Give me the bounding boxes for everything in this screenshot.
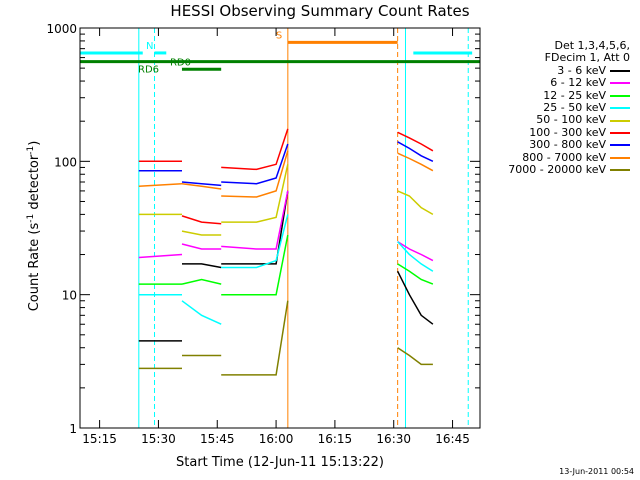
legend-entry-label: 6 - 12 keV	[550, 76, 606, 90]
x-tick-label-5: 16:30	[376, 432, 411, 446]
legend-entry: 100 - 300 keV	[508, 125, 630, 139]
legend-swatch	[610, 82, 630, 85]
series-4-segment-1	[181, 230, 222, 236]
y-axis-title-main: Count Rate (s	[27, 222, 43, 312]
legend-entry: 300 - 800 keV	[508, 138, 630, 152]
legend-entry-label: 50 - 100 keV	[536, 113, 606, 127]
chart-title: HESSI Observing Summary Count Rates	[170, 2, 470, 20]
series-6-segment-2	[221, 143, 289, 185]
legend-entry-label: 7000 - 20000 keV	[508, 163, 606, 177]
series-4-segment-3	[397, 190, 434, 216]
legend-entry-label: 800 - 7000 keV	[522, 150, 606, 164]
state-marker-label-5: RD0	[170, 57, 191, 68]
series-6-segment-3	[397, 141, 434, 162]
series-1-segment-2	[221, 190, 289, 250]
y-axis-title-mid: detector	[27, 154, 43, 214]
legend-entries: 3 - 6 keV 6 - 12 keV 12 - 25 keV 25 - 50 ke…	[508, 63, 630, 177]
footer-date: 13-Jun-2011 00:54	[559, 467, 634, 476]
series-3-segment-3	[397, 241, 434, 272]
y-tick-label-2: 100	[54, 155, 77, 169]
series-5-segment-1	[181, 215, 222, 225]
legend-entry: 7000 - 20000 keV	[508, 163, 630, 177]
series-0-segment-1	[182, 263, 222, 269]
series-4-segment-2	[221, 164, 289, 223]
x-tick-label-0: 15:15	[82, 432, 117, 446]
series-1-segment-3	[397, 240, 434, 262]
legend-entry: 800 - 7000 keV	[508, 150, 630, 164]
legend-swatch	[610, 169, 630, 172]
series-5-segment-2	[221, 128, 289, 171]
legend-header-line-1: Det 1,3,4,5,6,	[554, 39, 630, 52]
chart-legend: Det 1,3,4,5,6, FDecim 1, Att 0 3 - 6 keV…	[508, 39, 630, 177]
series-8-segment-3	[397, 347, 433, 366]
series-2-segment-2	[221, 234, 289, 296]
y-axis-title-sup2: -1	[25, 145, 36, 155]
legend-entry: 6 - 12 keV	[508, 76, 630, 90]
legend-swatch	[610, 156, 630, 159]
series-3-segment-2	[221, 214, 289, 269]
legend-entry-label: 12 - 25 keV	[543, 88, 606, 102]
legend-entry-label: 25 - 50 keV	[543, 101, 606, 115]
series-7-segment-1	[181, 182, 222, 190]
series-2-segment-3	[397, 263, 434, 285]
legend-entry: 3 - 6 keV	[508, 63, 630, 77]
y-axis-title-sup: -1	[25, 213, 36, 223]
series-7-segment-0	[138, 182, 183, 188]
state-marker-label-0: N	[146, 41, 153, 52]
y-tick-label-3: 1000	[46, 22, 77, 36]
legend-swatch	[610, 70, 630, 73]
x-tick-label-2: 15:45	[200, 432, 235, 446]
x-axis-title: Start Time (12-Jun-11 15:13:22)	[176, 455, 384, 470]
state-marker-label-4: RD6	[138, 65, 159, 76]
legend-entry: 25 - 50 keV	[508, 101, 630, 115]
state-marker-label-3: S	[276, 30, 282, 41]
y-tick-label-1: 10	[62, 289, 77, 303]
series-7-segment-2	[221, 150, 289, 198]
y-tick-label-0: 1	[69, 422, 77, 436]
x-tick-label-4: 16:15	[318, 432, 353, 446]
legend-swatch	[610, 94, 630, 97]
legend-entry: 50 - 100 keV	[508, 114, 630, 126]
series-0-segment-3	[396, 270, 434, 325]
plot-frame	[79, 27, 481, 429]
legend-header-line-2: FDecim 1, Att 0	[544, 51, 630, 65]
legend-swatch	[610, 144, 630, 147]
series-3-segment-1	[181, 300, 222, 325]
series-2-segment-1	[181, 278, 222, 285]
legend-entry-label: 3 - 6 keV	[557, 63, 606, 77]
y-axis-title: Count Rate (s-1 detector-1)	[26, 141, 42, 312]
series-5-segment-3	[397, 131, 434, 152]
legend-entry-label: 100 - 300 keV	[529, 125, 606, 139]
series-1-segment-0	[138, 253, 183, 259]
legend-swatch	[610, 119, 630, 122]
x-tick-label-6: 16:45	[435, 432, 470, 446]
series-7-segment-3	[397, 152, 434, 172]
x-tick-label-3: 16:00	[259, 432, 294, 446]
legend-entry-label: 300 - 800 keV	[529, 138, 606, 152]
series-8-segment-2	[221, 300, 289, 376]
legend-entry: 12 - 25 keV	[508, 88, 630, 102]
y-axis-title-end: )	[27, 140, 43, 146]
legend-swatch	[610, 107, 630, 110]
series-1-segment-1	[181, 243, 222, 250]
legend-swatch	[610, 132, 630, 135]
x-tick-label-1: 15:30	[141, 432, 176, 446]
series-6-segment-1	[181, 181, 222, 187]
